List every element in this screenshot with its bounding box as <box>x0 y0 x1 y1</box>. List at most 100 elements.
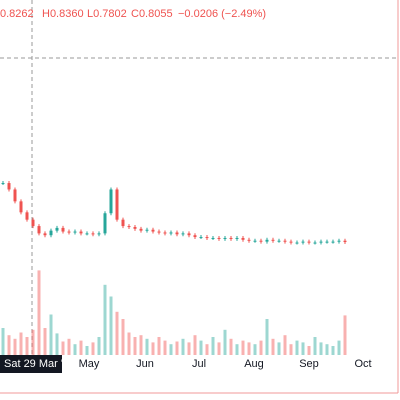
candle <box>1 183 5 185</box>
volume-bar <box>109 296 113 355</box>
candle <box>325 241 329 243</box>
candle <box>19 201 23 213</box>
volume-bar <box>55 333 59 355</box>
volume-bar <box>61 341 65 355</box>
volume-bar <box>127 332 131 355</box>
volume-bar <box>145 338 149 355</box>
volume-bar <box>121 319 125 355</box>
volume-bar <box>103 284 107 355</box>
crosshair-label: Sat 29 Mar '25 <box>4 358 75 370</box>
volume-bar <box>313 337 317 355</box>
volume-bar <box>241 340 245 355</box>
volume-bar <box>211 337 215 355</box>
x-tick-label: Oct <box>354 358 371 370</box>
volume-bar <box>133 337 137 355</box>
volume-bar <box>139 335 143 355</box>
candle <box>133 226 137 229</box>
candle <box>115 189 119 220</box>
volume-bar <box>319 342 323 355</box>
candle <box>199 237 203 239</box>
candle <box>181 233 185 235</box>
x-tick-label: Jul <box>192 358 206 370</box>
ohlc-value: C0.8055 <box>131 8 173 20</box>
volume-bar <box>31 329 35 355</box>
volume-bar <box>175 341 179 355</box>
volume-bar <box>265 319 269 355</box>
volume-bar <box>193 335 197 355</box>
candle <box>55 227 59 231</box>
volume-bar <box>199 340 203 355</box>
volume-bar <box>229 338 233 355</box>
volume-bar <box>157 337 161 355</box>
candle <box>175 232 179 235</box>
candle <box>97 233 101 235</box>
candle <box>271 239 275 241</box>
candle <box>337 240 341 242</box>
candle <box>331 241 335 243</box>
candle <box>343 240 347 243</box>
volume-bar <box>235 344 239 355</box>
candle <box>283 240 287 242</box>
candle <box>289 241 293 243</box>
volume-bar <box>337 340 341 355</box>
candle <box>31 219 35 227</box>
candle <box>265 239 269 242</box>
candle <box>169 232 173 234</box>
candle <box>253 240 257 242</box>
candle <box>307 241 311 243</box>
volume-bar <box>307 346 311 355</box>
volume-bar <box>277 342 281 355</box>
volume-bar <box>253 344 257 355</box>
crosshair-label-box <box>0 355 62 373</box>
candle <box>205 237 209 239</box>
volume-bar <box>91 342 95 355</box>
x-tick-label: Jun <box>136 358 154 370</box>
volume-bar <box>7 335 11 355</box>
candle <box>223 237 227 239</box>
candle <box>67 231 71 233</box>
volume-bar <box>325 344 329 355</box>
candle <box>241 237 245 240</box>
candle <box>139 228 143 231</box>
volume-bar <box>205 344 209 355</box>
candle <box>193 235 197 238</box>
volume-bar <box>217 342 221 355</box>
volume-bar <box>97 337 101 355</box>
candle <box>259 240 263 242</box>
volume-bar <box>259 340 263 355</box>
volume-bar <box>343 315 347 355</box>
candle <box>61 227 65 232</box>
candle <box>127 226 131 228</box>
volume-bar <box>73 344 77 355</box>
candle <box>43 233 47 236</box>
candle <box>145 229 149 231</box>
volume-bar <box>283 335 287 355</box>
candle <box>247 239 251 241</box>
volume-bar <box>25 337 29 355</box>
volume-bar <box>85 346 89 355</box>
volume-bar <box>223 329 227 355</box>
candle <box>79 231 83 234</box>
candle <box>85 233 89 235</box>
candle <box>211 237 215 239</box>
volume-bar <box>331 346 335 355</box>
ohlc-value: 0.8262 <box>0 8 34 20</box>
ohlc-value: −0.0206 (−2.49%) <box>178 8 266 20</box>
candle <box>235 237 239 239</box>
volume-bar <box>115 311 119 355</box>
volume-bar <box>79 340 83 355</box>
x-tick-label: Aug <box>244 358 264 370</box>
volume-bar <box>67 338 71 355</box>
candle <box>37 226 41 234</box>
volume-bar <box>187 342 191 355</box>
volume-bar <box>13 338 17 355</box>
candle <box>109 189 113 214</box>
series <box>1 181 347 355</box>
volume-bar <box>19 332 23 355</box>
candle <box>295 242 299 244</box>
volume-bar <box>271 338 275 355</box>
volume-bar <box>49 314 53 355</box>
candle <box>151 229 155 232</box>
